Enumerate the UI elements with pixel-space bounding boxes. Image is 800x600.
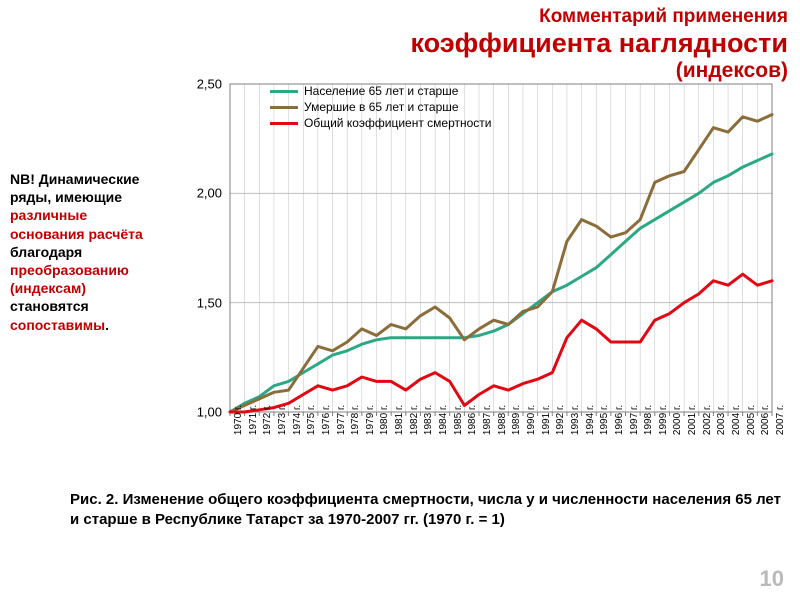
x-tick-label: 1972 г. (262, 405, 273, 435)
title-line-1: Комментарий применения (410, 6, 788, 28)
page-number: 10 (760, 566, 784, 592)
x-tick-label: 1991 г. (541, 405, 552, 435)
x-tick-label: 1995 г. (599, 405, 610, 435)
x-tick-label: 1970 г. (233, 405, 244, 435)
x-tick-label: 1992 г. (555, 405, 566, 435)
figure-caption: Рис. 2. Изменение общего коэффициента см… (70, 490, 790, 531)
note-text: NB! Динамические ряды, имеющие различные… (10, 170, 165, 334)
legend-item: Умершие в 65 лет и старше (270, 100, 492, 114)
legend-swatch (270, 90, 298, 93)
x-tick-label: 1990 г. (526, 405, 537, 435)
x-tick-label: 1979 г. (365, 405, 376, 435)
chart-legend: Население 65 лет и старше Умершие в 65 ле… (270, 84, 492, 132)
x-tick-label: 2005 г. (746, 405, 757, 435)
legend-swatch (270, 106, 298, 109)
x-tick-label: 1988 г. (497, 405, 508, 435)
y-tick-label: 2,50 (197, 77, 222, 92)
x-tick-label: 1983 г. (423, 405, 434, 435)
x-tick-label: 1980 г. (379, 405, 390, 435)
y-tick-label: 2,00 (197, 186, 222, 201)
x-tick-label: 2000 г. (672, 405, 683, 435)
x-tick-label: 1976 г. (321, 405, 332, 435)
x-tick-label: 1986 г. (467, 405, 478, 435)
x-tick-label: 1973 г. (277, 405, 288, 435)
x-tick-label: 1975 г. (306, 405, 317, 435)
x-tick-label: 1985 г. (453, 405, 464, 435)
x-tick-label: 1982 г. (409, 405, 420, 435)
legend-item: Общий коэффициент смертности (270, 116, 492, 130)
legend-swatch (270, 122, 298, 125)
slide-title: Комментарий применения коэффициента нагл… (410, 6, 788, 83)
x-tick-label: 1984 г. (438, 405, 449, 435)
x-tick-label: 1978 г. (350, 405, 361, 435)
x-tick-label: 1987 г. (482, 405, 493, 435)
legend-label: Умершие в 65 лет и старше (304, 100, 459, 114)
title-line-2: коэффициента наглядности (410, 28, 788, 59)
x-tick-label: 1999 г. (658, 405, 669, 435)
y-tick-label: 1,00 (197, 405, 222, 420)
x-tick-label: 2004 г. (731, 405, 742, 435)
x-tick-label: 1996 г. (614, 405, 625, 435)
x-tick-label: 1997 г. (629, 405, 640, 435)
x-tick-label: 2002 г. (702, 405, 713, 435)
x-tick-label: 1977 г. (336, 405, 347, 435)
x-tick-label: 1998 г. (643, 405, 654, 435)
x-tick-label: 2001 г. (687, 405, 698, 435)
x-tick-label: 1971 г. (248, 405, 259, 435)
x-tick-label: 1981 г. (394, 405, 405, 435)
x-tick-label: 2007 г. (775, 405, 786, 435)
x-tick-label: 2003 г. (716, 405, 727, 435)
x-tick-label: 1993 г. (570, 405, 581, 435)
x-tick-label: 1989 г. (511, 405, 522, 435)
legend-item: Население 65 лет и старше (270, 84, 492, 98)
legend-label: Население 65 лет и старше (304, 84, 458, 98)
y-tick-label: 1,50 (197, 295, 222, 310)
x-tick-label: 1974 г. (292, 405, 303, 435)
x-tick-label: 2006 г. (760, 405, 771, 435)
legend-label: Общий коэффициент смертности (304, 116, 492, 130)
line-chart: Население 65 лет и старше Умершие в 65 ле… (170, 80, 780, 470)
x-tick-label: 1994 г. (585, 405, 596, 435)
